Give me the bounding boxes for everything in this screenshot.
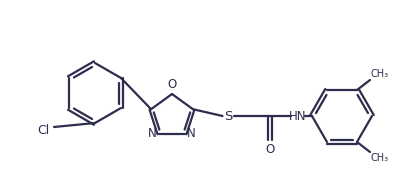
Text: CH₃: CH₃	[371, 153, 389, 163]
Text: N: N	[148, 127, 157, 140]
Text: N: N	[187, 127, 196, 140]
Text: CH₃: CH₃	[371, 69, 389, 79]
Text: O: O	[265, 143, 274, 156]
Text: S: S	[224, 109, 232, 123]
Text: HN: HN	[289, 109, 307, 123]
Text: Cl: Cl	[37, 124, 49, 136]
Text: O: O	[167, 78, 177, 91]
